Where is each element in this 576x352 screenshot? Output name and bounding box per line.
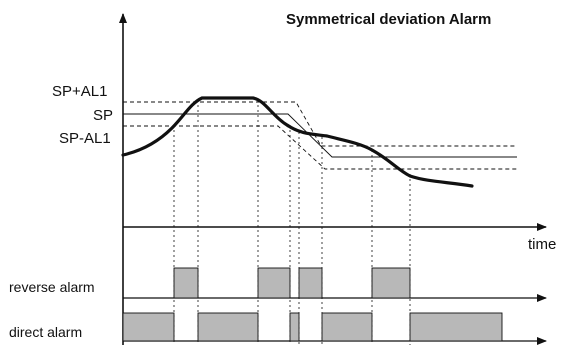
direct-alarm-pulse [289, 312, 300, 342]
sp-minus-al1-line [123, 125, 517, 170]
sp-plus-al1-line [123, 101, 517, 147]
direct-alarm-pulse [197, 312, 259, 342]
sp-plus-al1-label: SP+AL1 [52, 83, 107, 100]
reverse-alarm-label: reverse alarm [9, 279, 95, 295]
direct-alarm-pulses [122, 312, 503, 342]
reverse-alarm-pulse [371, 267, 411, 299]
direct-alarm-pulse [321, 312, 373, 342]
sp-label: SP [93, 107, 113, 124]
direct-alarm-pulse [122, 312, 175, 342]
direct-alarm-pulse [409, 312, 503, 342]
transition-guides [173, 100, 411, 345]
reverse-alarm-pulses [173, 267, 411, 299]
reverse-alarm-pulse [298, 267, 323, 299]
diagram-title: Symmetrical deviation Alarm [286, 11, 491, 28]
sp-minus-al1-label: SP-AL1 [59, 130, 111, 147]
setpoint-band [123, 101, 517, 170]
reverse-alarm-pulse [257, 267, 291, 299]
sp-line [123, 113, 517, 158]
reverse-alarm-pulse [173, 267, 199, 299]
direct-alarm-label: direct alarm [9, 324, 82, 340]
time-label: time [528, 236, 556, 253]
process-variable-curve [121, 96, 474, 188]
